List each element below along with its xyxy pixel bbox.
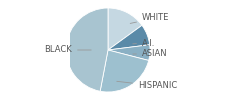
Text: HISPANIC: HISPANIC [117,81,177,90]
Text: A.I.: A.I. [133,38,155,48]
Text: BLACK: BLACK [44,46,91,54]
Text: WHITE: WHITE [130,14,169,23]
Text: ASIAN: ASIAN [133,50,168,58]
Wedge shape [108,8,142,50]
Wedge shape [108,25,150,50]
Wedge shape [108,45,150,60]
Wedge shape [66,8,108,91]
Wedge shape [100,50,149,92]
